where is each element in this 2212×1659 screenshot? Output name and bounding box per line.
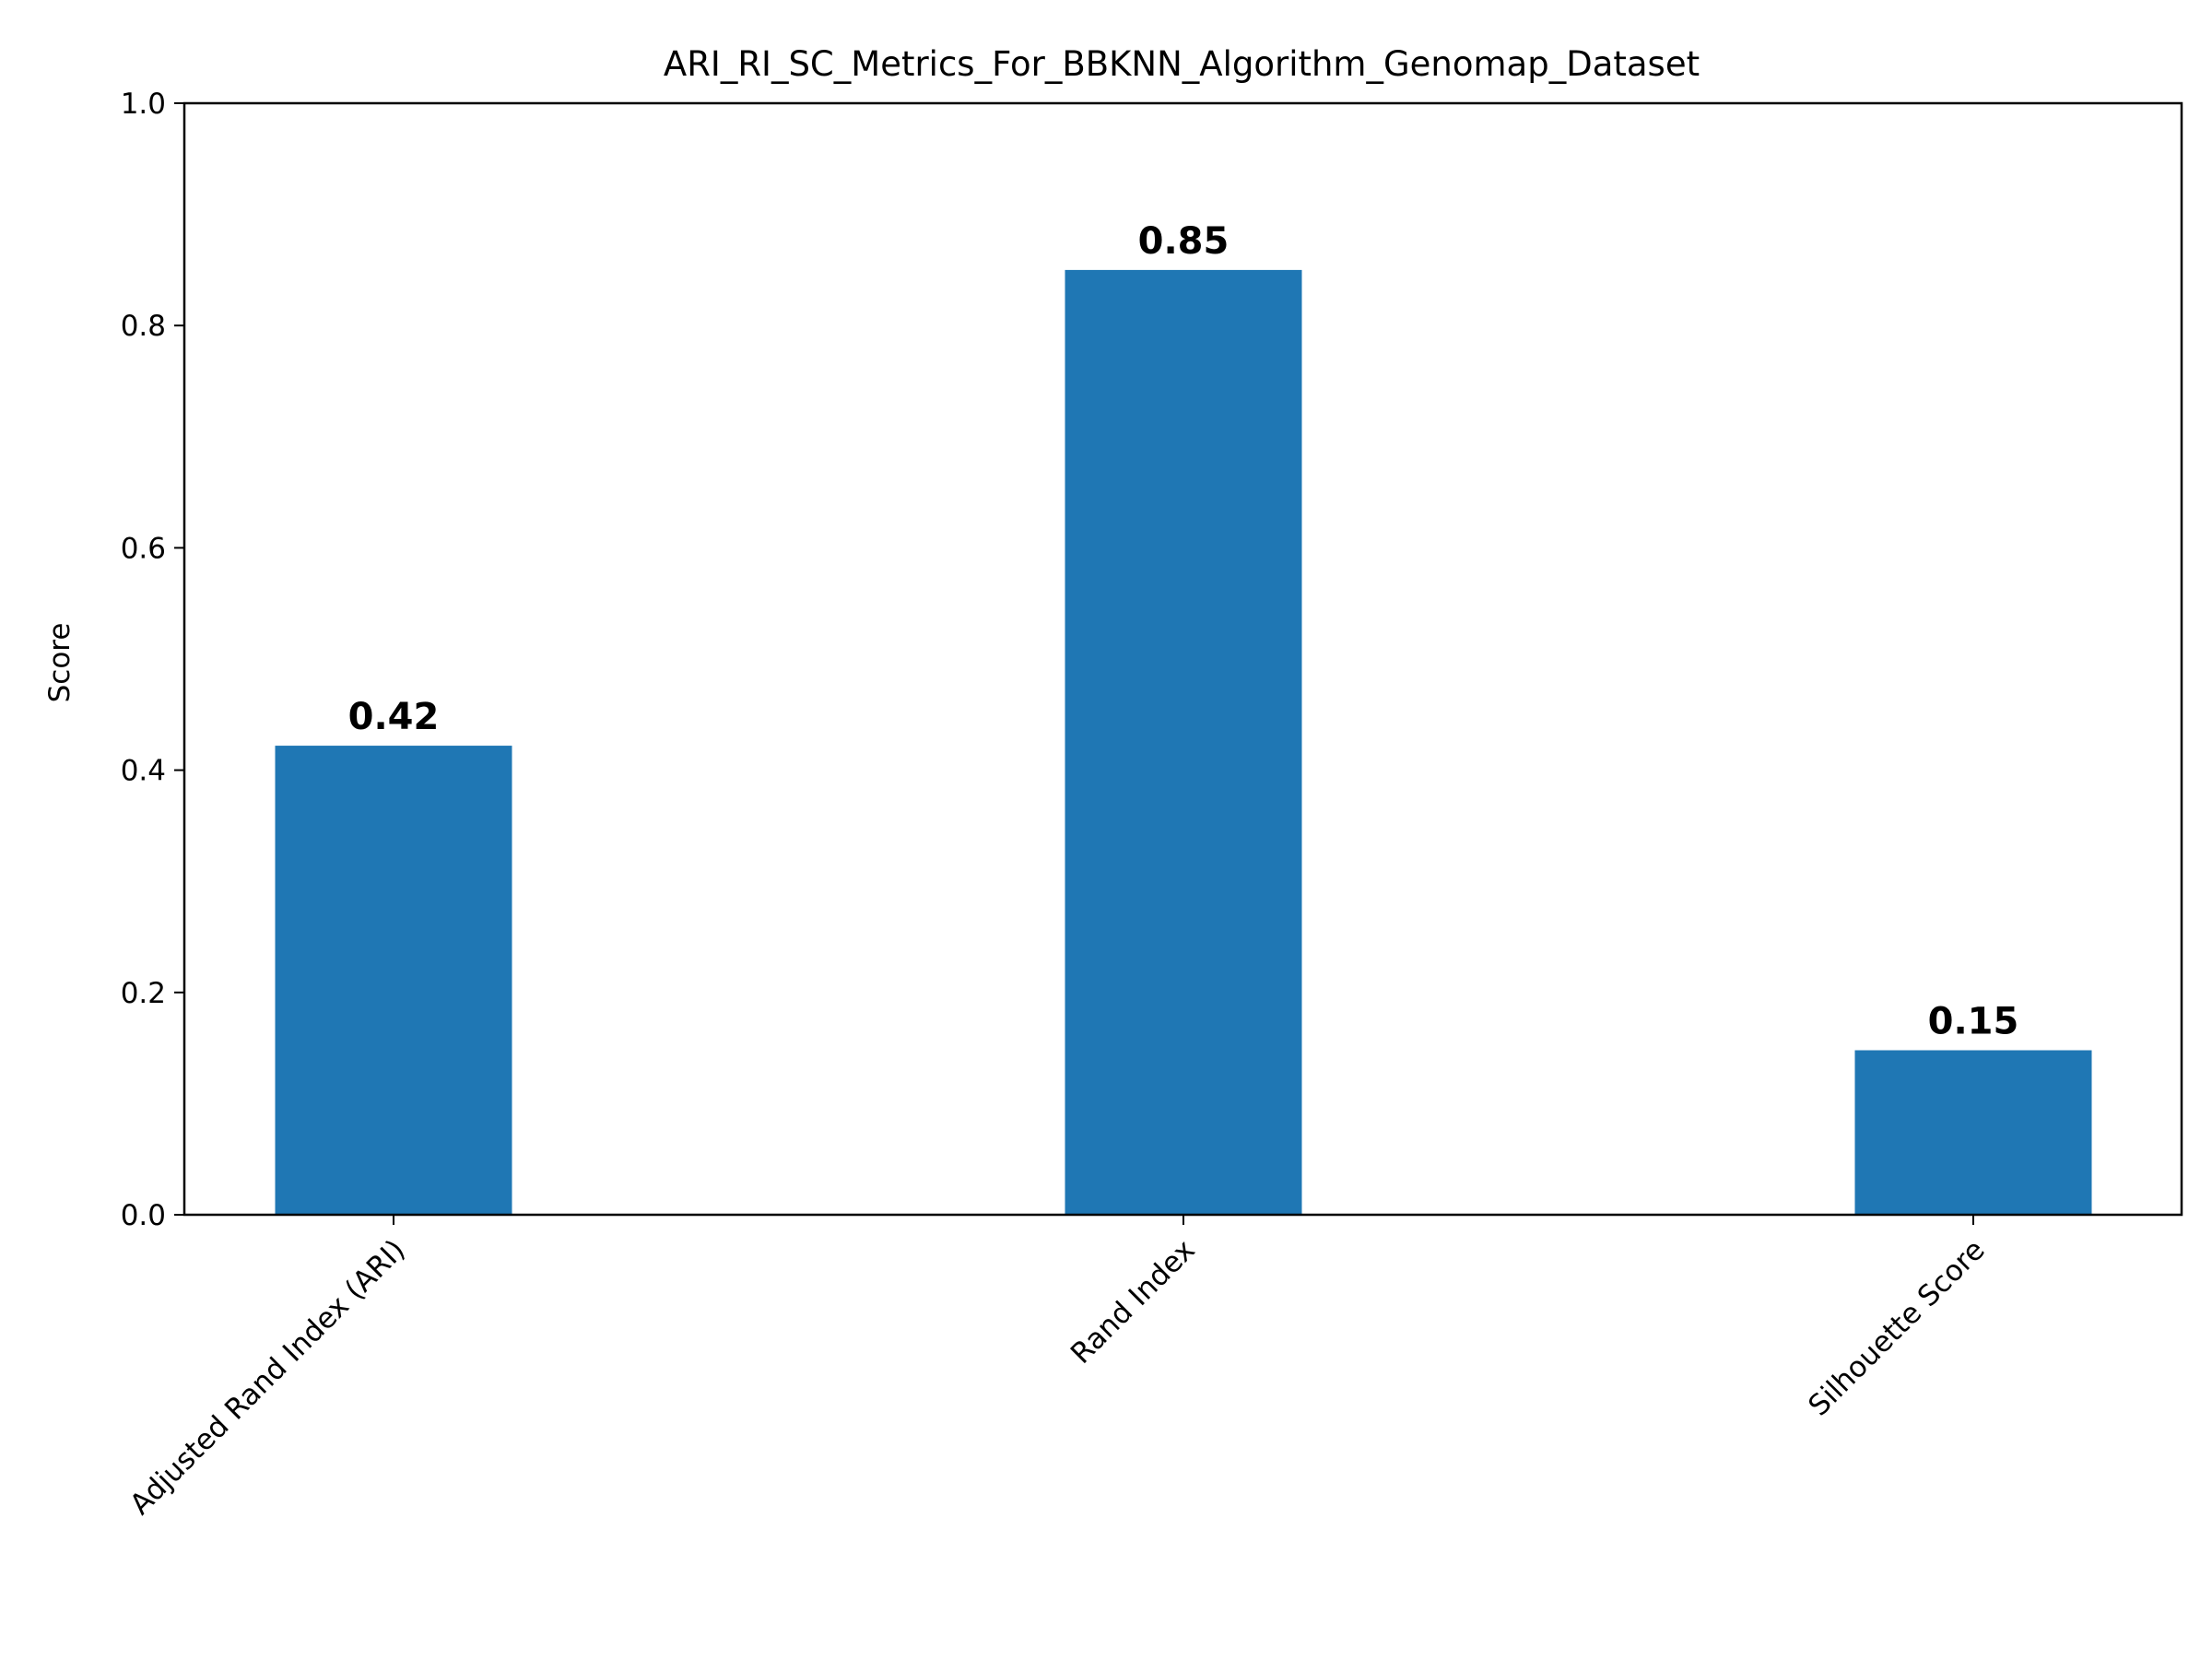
y-tick-label-3: 0.6 (121, 532, 166, 565)
data-label-1: 0.85 (1138, 220, 1230, 263)
data-label-0: 0.42 (348, 696, 440, 738)
bar-1 (1065, 269, 1302, 1215)
bar-0 (275, 746, 512, 1215)
chart-title: ARI_RI_SC_Metrics_For_BBKNN_Algorithm_Ge… (664, 44, 1700, 84)
y-axis: 0.0 0.2 0.4 0.6 0.8 1.0 (121, 88, 184, 1232)
y-tick-label-1: 0.2 (121, 977, 166, 1010)
y-tick-label-0: 0.0 (121, 1199, 166, 1232)
data-label-2: 0.15 (1928, 1001, 2019, 1043)
y-axis-label: Score (43, 623, 76, 703)
y-tick-label-2: 0.4 (121, 755, 166, 788)
data-labels-group: 0.42 0.85 0.15 (348, 220, 2019, 1043)
bars-group (275, 269, 2092, 1215)
bar-2 (1854, 1050, 2092, 1215)
y-tick-label-5: 1.0 (121, 88, 166, 121)
plot-frame (182, 101, 2183, 1217)
y-tick-label-4: 0.8 (121, 310, 166, 343)
